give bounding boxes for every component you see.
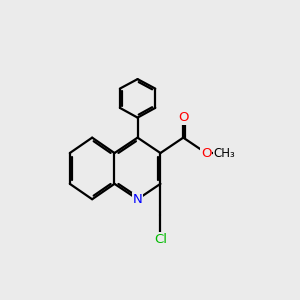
Text: N: N [133, 193, 142, 206]
Text: O: O [178, 111, 188, 124]
Text: CH₃: CH₃ [214, 146, 236, 160]
Text: Cl: Cl [154, 233, 167, 246]
Text: O: O [201, 146, 211, 160]
